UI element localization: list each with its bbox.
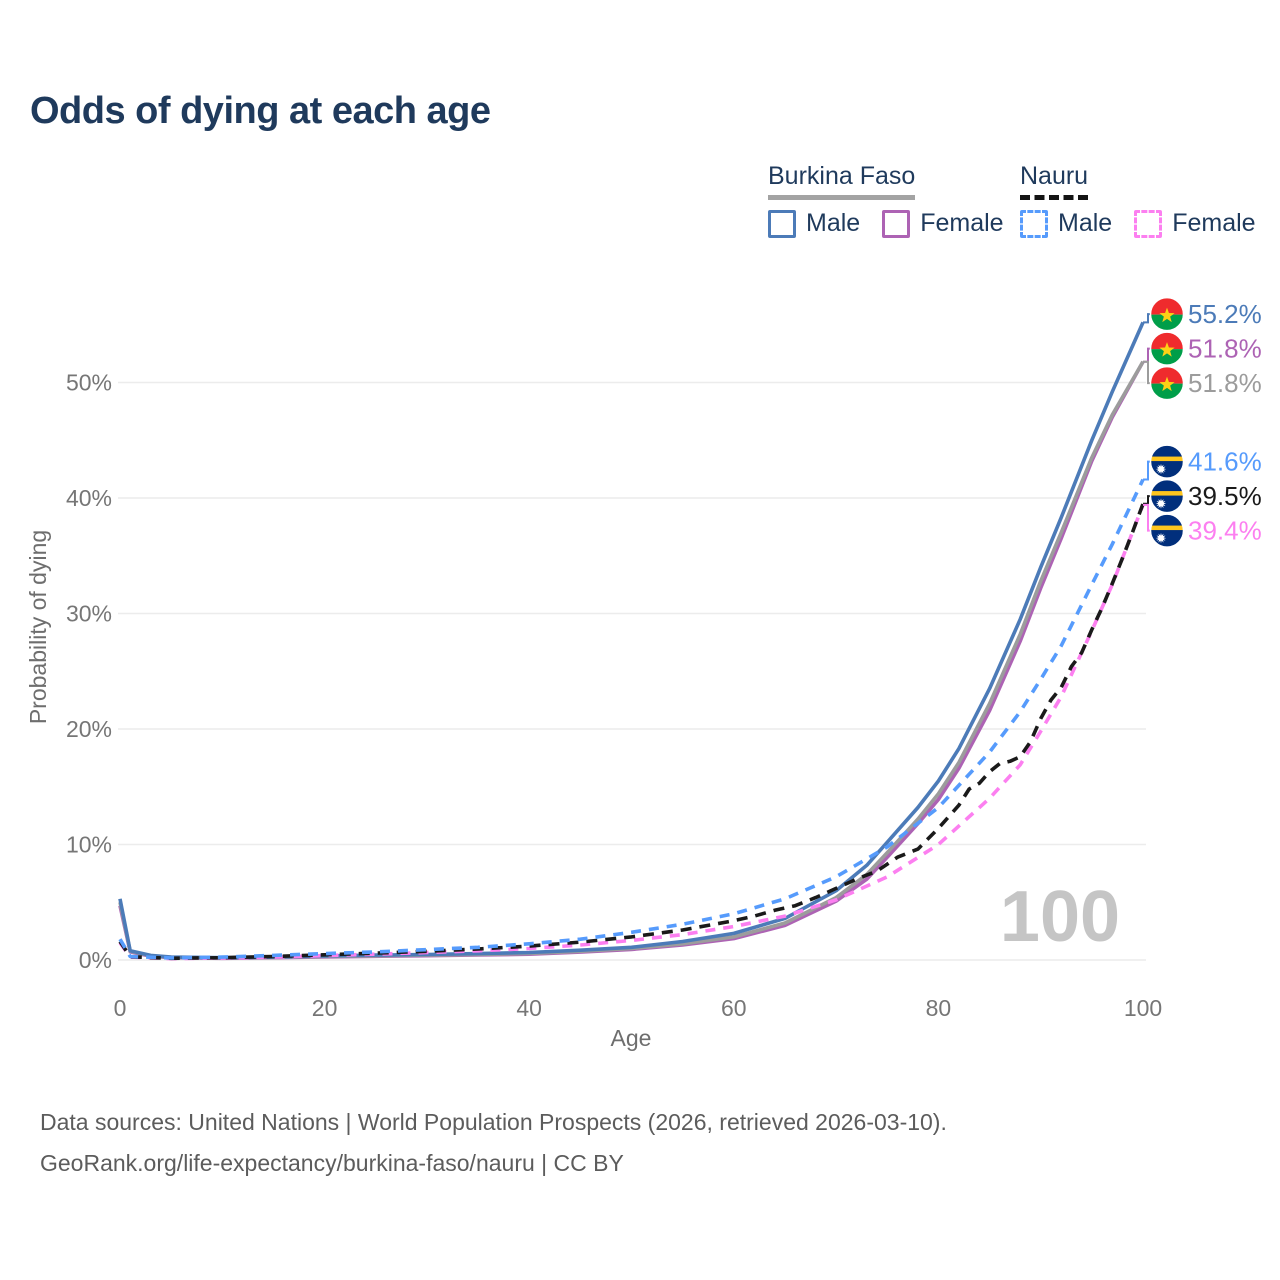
end-label-connector bbox=[1143, 460, 1151, 481]
burkina-faso-flag-icon bbox=[1149, 296, 1185, 332]
series-line-burkina-faso-both-sexes[interactable] bbox=[118, 360, 1145, 960]
age-watermark: 100 bbox=[1000, 877, 1120, 957]
legend-country-burkina-faso: Burkina Faso bbox=[768, 162, 916, 200]
nauru-male-checkbox[interactable] bbox=[1020, 209, 1048, 238]
nauru-flag-icon bbox=[1149, 444, 1185, 479]
legend-country-nauru: Nauru bbox=[1020, 162, 1089, 200]
legend-group-burkina-faso: Burkina Faso Male Female bbox=[768, 162, 1016, 238]
nauru-flag-icon bbox=[1149, 513, 1185, 548]
series-line-burkina-faso-male[interactable] bbox=[118, 321, 1145, 960]
x-axis-title: Age bbox=[611, 1025, 652, 1051]
burkina-faso-flag-icon bbox=[1149, 331, 1185, 366]
page-title: Odds of dying at each age bbox=[30, 90, 491, 132]
end-label-connector bbox=[1143, 313, 1151, 324]
nauru-flag-icon bbox=[1149, 478, 1185, 514]
y-tick-label: 20% bbox=[66, 716, 112, 742]
y-tick-label: 0% bbox=[79, 947, 112, 973]
y-tick-label: 40% bbox=[66, 485, 112, 511]
legend-label-nauru-male[interactable]: Male bbox=[1058, 209, 1113, 237]
footer: Data sources: United Nations | World Pop… bbox=[40, 1102, 947, 1185]
end-label-nauru-both-sexes: 39.5% bbox=[1188, 481, 1262, 511]
x-tick-label: 0 bbox=[114, 995, 127, 1021]
series-line-nauru-male[interactable] bbox=[118, 478, 1145, 960]
y-tick-label: 10% bbox=[66, 832, 112, 858]
x-tick-label: 100 bbox=[1124, 995, 1162, 1021]
x-tick-label: 60 bbox=[721, 995, 747, 1021]
burkina-faso-flag-icon bbox=[1149, 365, 1185, 401]
legend-label-burkina-male[interactable]: Male bbox=[806, 209, 861, 237]
x-tick-label: 20 bbox=[312, 995, 338, 1021]
end-label-burkina-faso-female: 51.8% bbox=[1188, 334, 1262, 364]
y-axis-title: Probability of dying bbox=[25, 530, 51, 724]
burkina-male-checkbox[interactable] bbox=[768, 209, 796, 238]
footer-data-sources: Data sources: United Nations | World Pop… bbox=[40, 1109, 947, 1135]
series-line-burkina-faso-female[interactable] bbox=[118, 360, 1145, 961]
legend-label-nauru-female[interactable]: Female bbox=[1172, 209, 1256, 237]
end-label-nauru-male: 41.6% bbox=[1188, 447, 1262, 477]
legend-group-nauru: Nauru Male Female bbox=[1020, 162, 1268, 238]
x-tick-label: 40 bbox=[516, 995, 542, 1021]
end-label-burkina-faso-both-sexes: 51.8% bbox=[1188, 368, 1262, 398]
end-label-connector bbox=[1143, 503, 1151, 532]
footer-attribution: GeoRank.org/life-expectancy/burkina-faso… bbox=[40, 1150, 624, 1177]
end-label-connector bbox=[1143, 360, 1151, 385]
end-label-nauru-female: 39.4% bbox=[1188, 516, 1262, 546]
y-tick-label: 30% bbox=[66, 601, 112, 627]
y-tick-label: 50% bbox=[66, 370, 112, 396]
nauru-female-checkbox[interactable] bbox=[1134, 209, 1163, 238]
series-line-nauru-both-sexes[interactable] bbox=[118, 503, 1145, 961]
x-tick-label: 80 bbox=[926, 995, 952, 1021]
end-label-connector bbox=[1143, 495, 1151, 505]
legend-label-burkina-female[interactable]: Female bbox=[920, 209, 1004, 237]
series-line-nauru-female[interactable] bbox=[118, 504, 1145, 961]
end-label-connector bbox=[1143, 347, 1151, 363]
burkina-female-checkbox[interactable] bbox=[882, 209, 911, 238]
end-label-burkina-faso-male: 55.2% bbox=[1188, 299, 1262, 329]
